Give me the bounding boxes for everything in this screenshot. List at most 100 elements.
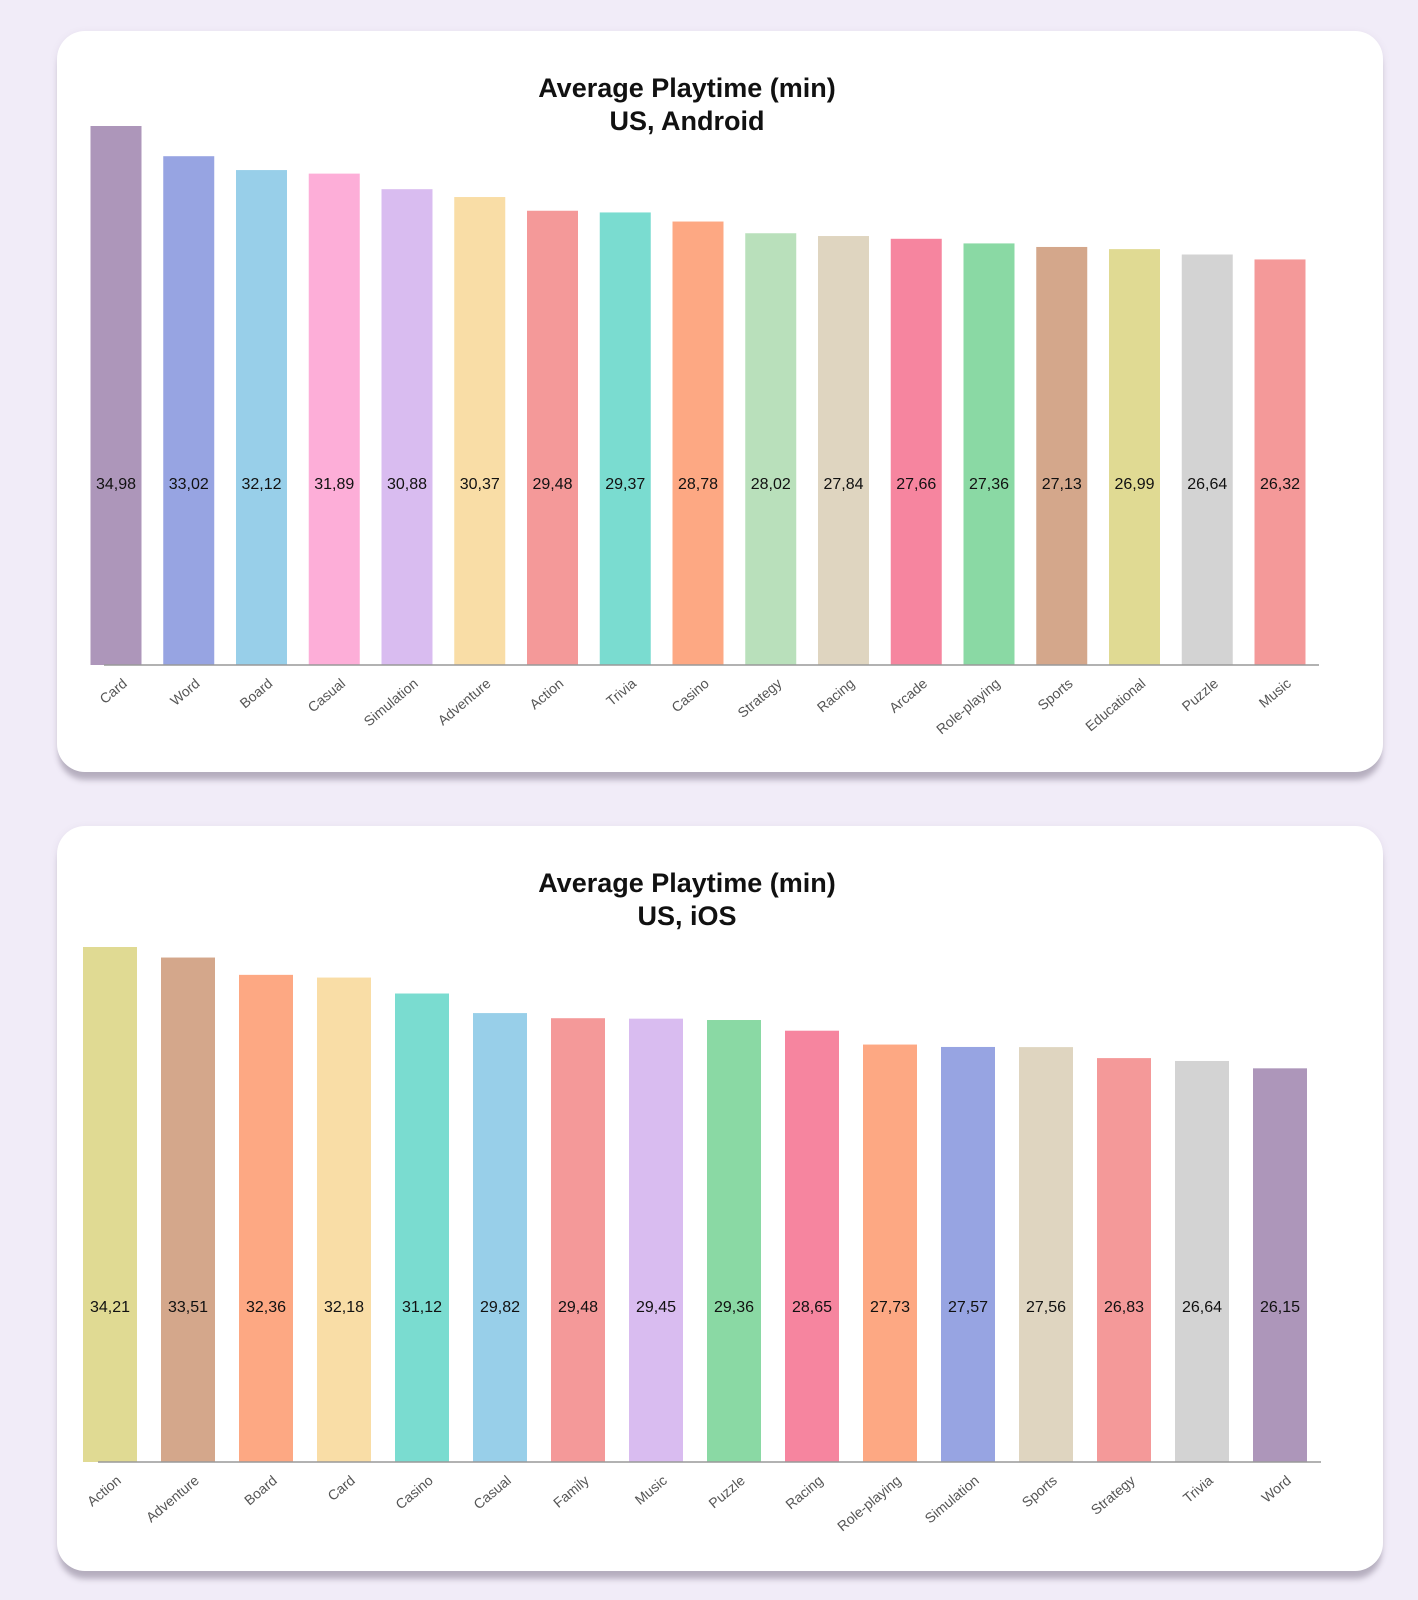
category-label: Adventure (434, 675, 493, 728)
category-label: Board (237, 675, 276, 711)
value-label: 26,32 (1260, 476, 1300, 493)
bar-adventure (454, 197, 506, 665)
value-label: 26,64 (1182, 1299, 1222, 1316)
bar-card (90, 126, 142, 665)
category-label: Casual (304, 675, 348, 715)
bar-racing (785, 1030, 839, 1462)
category-label: Strategy (1088, 1472, 1138, 1518)
category-label: Strategy (734, 675, 784, 721)
category-label: Casual (470, 1472, 514, 1512)
value-label: 28,65 (792, 1299, 832, 1316)
bar-board (239, 974, 293, 1462)
category-label: Music (1256, 675, 1294, 711)
category-label: Educational (1082, 675, 1148, 734)
value-label: 32,36 (246, 1299, 286, 1316)
chart-subtitle: US, Android (610, 106, 765, 136)
category-label: Card (324, 1472, 358, 1504)
value-label: 33,02 (169, 476, 209, 493)
bar-board (236, 170, 287, 665)
value-label: 30,88 (387, 476, 427, 493)
value-label: 29,48 (558, 1299, 598, 1316)
value-label: 29,45 (636, 1299, 676, 1316)
chart-title: Average Playtime (min) (538, 73, 836, 103)
category-label: Word (167, 675, 203, 709)
bar-casual (308, 173, 360, 665)
category-label: Casino (668, 675, 712, 715)
category-label: Casino (392, 1472, 436, 1512)
android-chart-card: Average Playtime (min) US, Android 34,98 Ca… (57, 31, 1383, 772)
bar-strategy (745, 233, 797, 665)
category-label: Role-playing (834, 1472, 904, 1534)
bar-role-playing (863, 1044, 917, 1462)
category-label: Action (84, 1472, 124, 1509)
value-label: 26,15 (1260, 1299, 1300, 1316)
category-label: Trivia (603, 675, 639, 709)
value-label: 29,36 (714, 1299, 754, 1316)
value-label: 27,73 (870, 1299, 910, 1316)
bar-trivia (1175, 1060, 1229, 1462)
category-label: Family (550, 1472, 592, 1511)
value-label: 27,57 (948, 1299, 988, 1316)
value-label: 27,56 (1026, 1299, 1066, 1316)
chart-subtitle: US, iOS (637, 901, 736, 931)
value-label: 27,13 (1042, 476, 1082, 493)
bar-music (1254, 259, 1306, 665)
category-label: Simulation (361, 675, 421, 729)
category-label: Simulation (922, 1472, 982, 1526)
value-label: 30,37 (460, 476, 500, 493)
bar-simulation (381, 189, 433, 666)
value-label: 34,21 (90, 1299, 130, 1316)
value-label: 29,37 (605, 476, 645, 493)
bar-music (629, 1018, 683, 1462)
category-label: Role-playing (933, 675, 1003, 737)
category-label: Card (96, 675, 130, 707)
value-label: 31,89 (314, 476, 354, 493)
value-label: 33,51 (168, 1299, 208, 1316)
bar-action (83, 947, 137, 1462)
category-label: Sports (1019, 1472, 1060, 1510)
value-label: 29,48 (532, 476, 572, 493)
bar-trivia (599, 212, 651, 665)
bar-sports (1036, 246, 1088, 666)
value-label: 26,64 (1187, 476, 1227, 493)
category-label: Sports (1034, 675, 1075, 713)
bar-role-playing (963, 243, 1015, 665)
category-label: Adventure (143, 1472, 202, 1525)
category-label: Puzzle (705, 1472, 748, 1511)
bar-card (317, 977, 371, 1462)
category-label: Action (526, 675, 566, 712)
android-bar-chart: Average Playtime (min)US, Android 34,98 Ca… (90, 73, 1319, 737)
bar-educational (1109, 249, 1160, 666)
category-label: Word (1258, 1472, 1294, 1506)
ios-bar-chart: Average Playtime (min)US, iOS 34,21 Action… (83, 868, 1321, 1534)
bar-puzzle (1181, 254, 1233, 665)
value-label: 32,12 (241, 476, 281, 493)
bar-word (163, 156, 215, 665)
ios-chart-card: Average Playtime (min) US, iOS 34,21 Action… (57, 826, 1383, 1571)
category-label: Music (632, 1472, 670, 1508)
bar-casino (672, 221, 724, 665)
bar-puzzle (707, 1020, 761, 1462)
value-label: 31,12 (402, 1299, 442, 1316)
value-label: 28,78 (678, 476, 718, 493)
bar-adventure (161, 957, 215, 1462)
value-label: 27,66 (896, 476, 936, 493)
bar-casino (395, 993, 449, 1462)
value-label: 27,84 (823, 476, 863, 493)
category-label: Board (241, 1472, 280, 1508)
bar-racing (818, 236, 869, 666)
category-label: Arcade (886, 675, 930, 716)
bar-casual (473, 1013, 527, 1462)
bar-simulation (941, 1046, 995, 1462)
bar-action (527, 210, 578, 666)
value-label: 26,83 (1104, 1299, 1144, 1316)
category-label: Racing (814, 675, 858, 715)
bar-sports (1019, 1047, 1073, 1462)
chart-title: Average Playtime (min) (538, 868, 836, 898)
bar-word (1253, 1068, 1307, 1462)
value-label: 26,99 (1114, 476, 1154, 493)
category-label: Racing (782, 1472, 826, 1512)
bar-arcade (890, 238, 942, 665)
value-label: 34,98 (96, 476, 136, 493)
value-label: 32,18 (324, 1299, 364, 1316)
